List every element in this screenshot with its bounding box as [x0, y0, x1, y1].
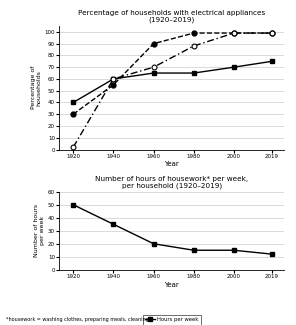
Washing machine	[112, 77, 115, 81]
Vacuum cleaner	[192, 44, 196, 48]
Title: Number of hours of housework* per week,
per household (1920–2019): Number of hours of housework* per week, …	[95, 176, 248, 189]
Refrigerator	[270, 31, 274, 35]
Y-axis label: Number of hours
per week: Number of hours per week	[34, 204, 45, 257]
Washing machine	[192, 71, 196, 75]
Washing machine	[72, 100, 75, 104]
Hours per week	[152, 242, 155, 246]
Hours per week	[192, 248, 196, 252]
Refrigerator	[192, 31, 196, 35]
Legend: Washing machine, Refrigerator, Vacuum cleaner: Washing machine, Refrigerator, Vacuum cl…	[87, 197, 256, 206]
Washing machine	[270, 59, 274, 63]
Line: Refrigerator: Refrigerator	[71, 31, 274, 117]
Refrigerator	[112, 83, 115, 87]
Refrigerator	[72, 112, 75, 116]
Line: Hours per week: Hours per week	[71, 202, 274, 256]
Y-axis label: Percentage of
households: Percentage of households	[31, 66, 42, 110]
Washing machine	[152, 71, 155, 75]
Vacuum cleaner	[232, 31, 236, 35]
Hours per week	[72, 203, 75, 207]
Hours per week	[232, 248, 236, 252]
X-axis label: Year: Year	[164, 282, 179, 288]
Vacuum cleaner	[152, 65, 155, 69]
Vacuum cleaner	[72, 145, 75, 149]
Hours per week	[112, 222, 115, 226]
Washing machine	[232, 65, 236, 69]
Vacuum cleaner	[270, 31, 274, 35]
Refrigerator	[232, 31, 236, 35]
X-axis label: Year: Year	[164, 162, 179, 167]
Vacuum cleaner	[112, 77, 115, 81]
Line: Washing machine: Washing machine	[71, 59, 274, 105]
Text: *housework = washing clothes, preparing meals, cleaning: *housework = washing clothes, preparing …	[6, 317, 149, 322]
Legend: Hours per week: Hours per week	[143, 315, 201, 324]
Title: Percentage of households with electrical appliances
(1920–2019): Percentage of households with electrical…	[78, 10, 265, 23]
Line: Vacuum cleaner: Vacuum cleaner	[71, 31, 274, 150]
Hours per week	[270, 252, 274, 256]
Refrigerator	[152, 42, 155, 46]
